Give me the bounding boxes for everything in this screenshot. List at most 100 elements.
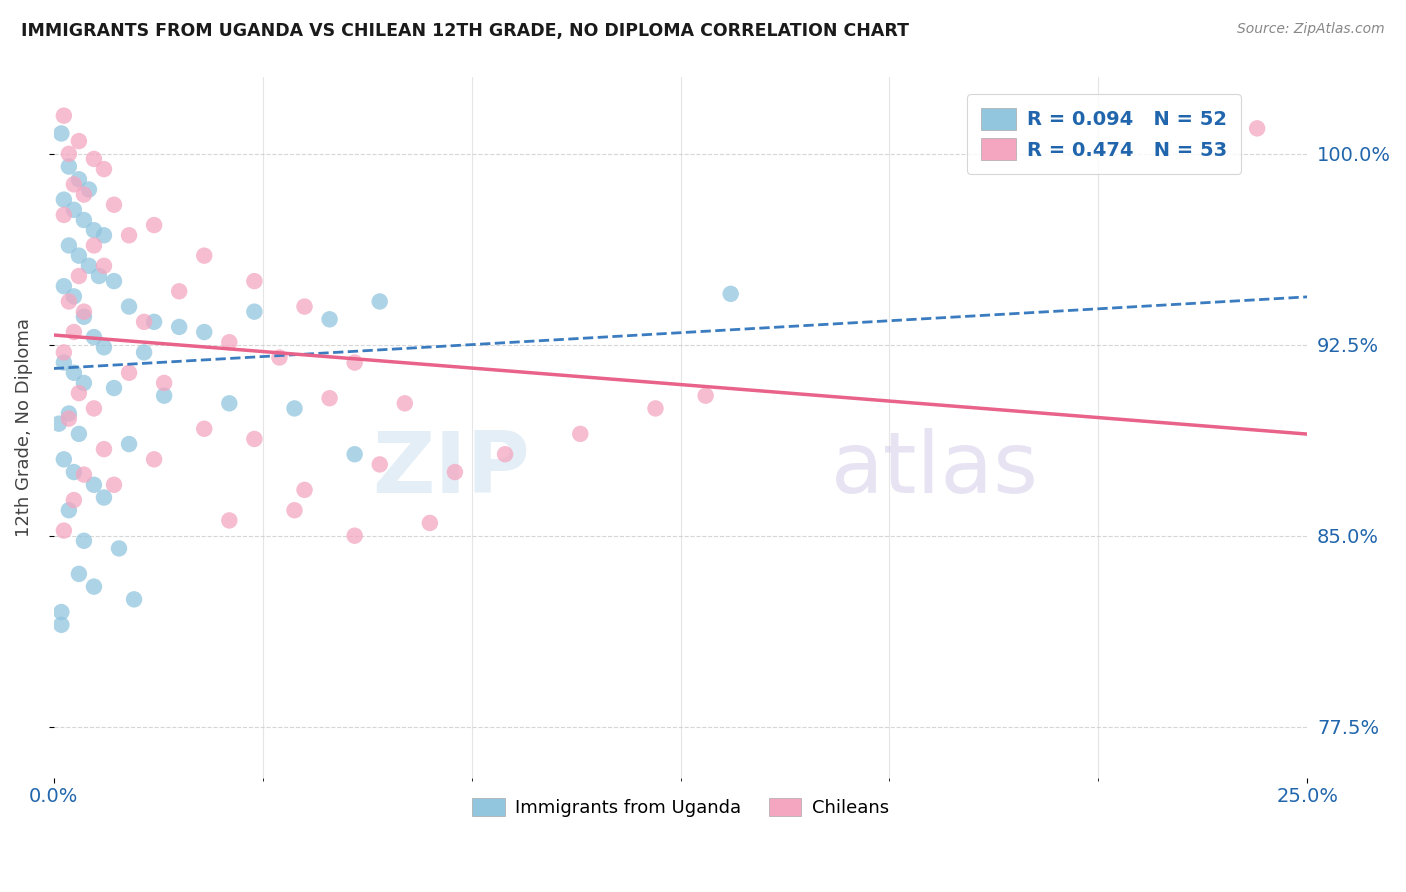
- Point: [243, 432, 266, 446]
- Point: [83, 238, 105, 252]
- Point: [67, 134, 90, 148]
- Point: [83, 401, 105, 416]
- Point: [283, 503, 305, 517]
- Point: [52, 452, 75, 467]
- Point: [93, 259, 115, 273]
- Point: [394, 396, 416, 410]
- Point: [58, 146, 80, 161]
- Point: [193, 422, 215, 436]
- Point: [695, 389, 717, 403]
- Point: [52, 355, 75, 369]
- Point: [122, 592, 145, 607]
- Point: [132, 315, 155, 329]
- Point: [118, 437, 141, 451]
- Point: [52, 279, 75, 293]
- Point: [58, 411, 80, 425]
- Point: [218, 513, 240, 527]
- Point: [67, 426, 90, 441]
- Point: [67, 172, 90, 186]
- Point: [103, 274, 125, 288]
- Point: [143, 452, 166, 467]
- Point: [343, 447, 366, 461]
- Point: [93, 442, 115, 457]
- Point: [143, 218, 166, 232]
- Point: [368, 458, 391, 472]
- Point: [243, 304, 266, 318]
- Point: [103, 477, 125, 491]
- Point: [52, 109, 75, 123]
- Point: [63, 493, 86, 508]
- Point: [63, 366, 86, 380]
- Text: IMMIGRANTS FROM UGANDA VS CHILEAN 12TH GRADE, NO DIPLOMA CORRELATION CHART: IMMIGRANTS FROM UGANDA VS CHILEAN 12TH G…: [21, 22, 910, 40]
- Point: [318, 391, 340, 405]
- Point: [58, 238, 80, 252]
- Point: [93, 491, 115, 505]
- Point: [343, 355, 366, 369]
- Point: [58, 503, 80, 517]
- Point: [58, 160, 80, 174]
- Point: [93, 162, 115, 177]
- Point: [51, 127, 73, 141]
- Point: [368, 294, 391, 309]
- Point: [569, 426, 592, 441]
- Point: [83, 330, 105, 344]
- Point: [67, 386, 90, 401]
- Point: [58, 407, 80, 421]
- Point: [118, 228, 141, 243]
- Point: [73, 533, 96, 548]
- Point: [67, 566, 90, 581]
- Point: [132, 345, 155, 359]
- Point: [118, 300, 141, 314]
- Point: [153, 389, 176, 403]
- Point: [167, 285, 190, 299]
- Point: [444, 465, 467, 479]
- Text: Source: ZipAtlas.com: Source: ZipAtlas.com: [1237, 22, 1385, 37]
- Point: [52, 345, 75, 359]
- Point: [73, 304, 96, 318]
- Point: [48, 417, 70, 431]
- Point: [218, 396, 240, 410]
- Point: [167, 320, 190, 334]
- Legend: Immigrants from Uganda, Chileans: Immigrants from Uganda, Chileans: [465, 790, 896, 824]
- Point: [294, 300, 316, 314]
- Point: [51, 617, 73, 632]
- Point: [63, 465, 86, 479]
- Point: [63, 202, 86, 217]
- Point: [73, 376, 96, 390]
- Point: [52, 524, 75, 538]
- Point: [720, 286, 742, 301]
- Point: [283, 401, 305, 416]
- Point: [218, 335, 240, 350]
- Point: [93, 340, 115, 354]
- Point: [419, 516, 441, 530]
- Point: [494, 447, 516, 461]
- Point: [63, 289, 86, 303]
- Point: [103, 381, 125, 395]
- Point: [294, 483, 316, 497]
- Text: ZIP: ZIP: [373, 428, 530, 511]
- Point: [63, 178, 86, 192]
- Point: [63, 325, 86, 339]
- Point: [73, 213, 96, 227]
- Point: [318, 312, 340, 326]
- Point: [103, 198, 125, 212]
- Text: atlas: atlas: [831, 428, 1039, 511]
- Y-axis label: 12th Grade, No Diploma: 12th Grade, No Diploma: [15, 318, 32, 537]
- Point: [644, 401, 666, 416]
- Point: [93, 228, 115, 243]
- Point: [77, 259, 100, 273]
- Point: [83, 223, 105, 237]
- Point: [52, 208, 75, 222]
- Point: [52, 193, 75, 207]
- Point: [51, 605, 73, 619]
- Point: [77, 182, 100, 196]
- Point: [193, 325, 215, 339]
- Point: [243, 274, 266, 288]
- Point: [269, 351, 291, 365]
- Point: [343, 529, 366, 543]
- Point: [83, 580, 105, 594]
- Point: [108, 541, 131, 556]
- Point: [67, 249, 90, 263]
- Point: [73, 310, 96, 324]
- Point: [193, 249, 215, 263]
